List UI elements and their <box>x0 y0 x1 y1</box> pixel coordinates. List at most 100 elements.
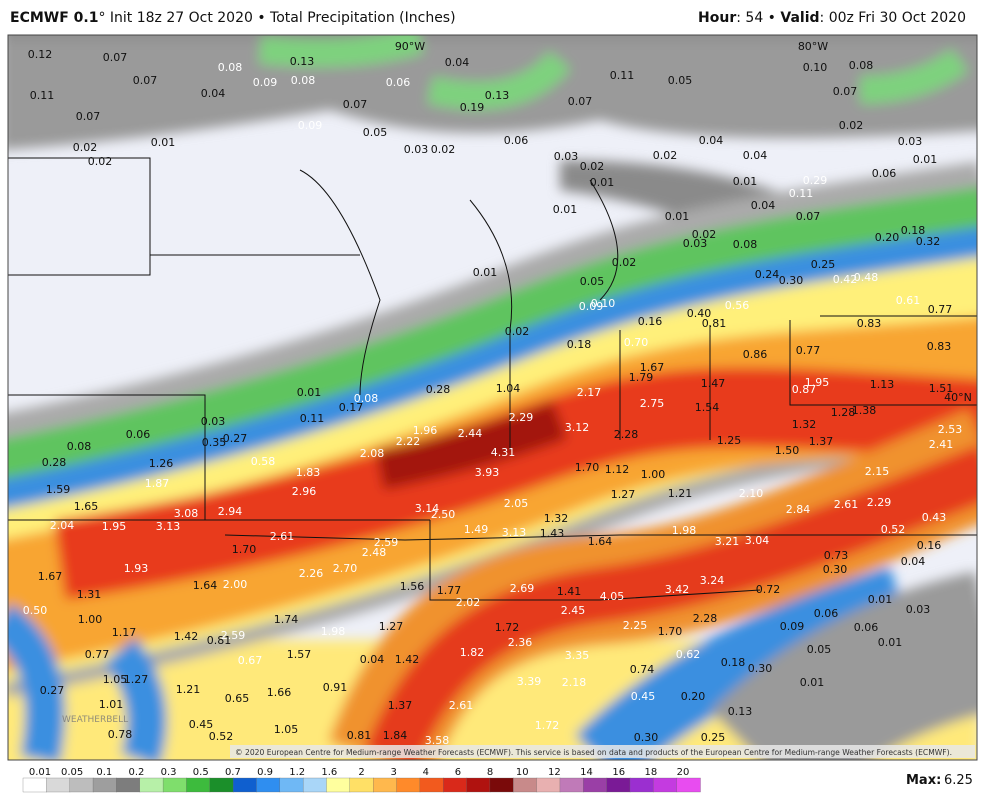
precip-label: 0.30 <box>823 563 848 576</box>
precip-label: 1.98 <box>321 625 346 638</box>
precip-label: 0.04 <box>901 555 926 568</box>
legend-swatch <box>92 777 118 793</box>
precip-label: 3.35 <box>565 649 590 662</box>
legend-tick-label: 20 <box>677 767 690 778</box>
map: 0.12 0.07 0.08 0.07 0.09 0.08 0.11 0.04 0.07 0.07… <box>8 35 977 760</box>
legend-swatch <box>256 777 281 793</box>
precip-label: 0.81 <box>702 317 727 330</box>
precip-label: 0.32 <box>916 235 941 248</box>
precip-label: 1.27 <box>124 673 149 686</box>
legend-tick-label: 0.5 <box>193 767 209 778</box>
precip-label: 1.56 <box>400 580 425 593</box>
precip-label: 2.61 <box>834 498 859 511</box>
precip-label: 1.50 <box>775 444 800 457</box>
max-label: Max: <box>906 773 941 788</box>
precip-label: 0.11 <box>30 89 55 102</box>
precip-label: 1.25 <box>717 434 742 447</box>
precip-label: 0.01 <box>590 176 615 189</box>
precip-label: 0.02 <box>88 155 113 168</box>
precip-label: 0.06 <box>386 76 411 89</box>
precip-label: 0.02 <box>73 141 98 154</box>
precip-label: 1.47 <box>701 377 726 390</box>
degree: ° <box>98 10 105 26</box>
legend-swatch <box>162 777 188 793</box>
precip-label: 0.08 <box>67 440 92 453</box>
precip-label: 2.10 <box>739 487 764 500</box>
precip-label: 0.16 <box>917 539 942 552</box>
precip-label: 2.18 <box>562 676 587 689</box>
copyright: © 2020 European Centre for Medium-range … <box>235 748 952 757</box>
precip-label: 1.64 <box>193 579 218 592</box>
precip-label: 1.43 <box>540 527 565 540</box>
precip-label: 0.01 <box>878 636 903 649</box>
precip-label: 1.12 <box>605 463 630 476</box>
precip-label: 3.21 <box>715 535 740 548</box>
legend-swatch <box>46 777 71 793</box>
precip-label: 1.64 <box>588 535 613 548</box>
legend-tick-label: 3 <box>390 767 396 778</box>
precip-label: 1.65 <box>74 500 99 513</box>
precip-label: 2.02 <box>456 596 481 609</box>
legend: 0.01 0.05 0.1 0.2 0.3 0.5 0.7 0.9 1.2 1.6 2 3 4 6 8 10 1… <box>22 767 701 793</box>
precip-label: 0.08 <box>218 61 243 74</box>
precip-label: 1.70 <box>575 461 600 474</box>
watermark: WEATHERBELL <box>62 715 128 725</box>
legend-tick-label: 0.9 <box>257 767 273 778</box>
precip-label: 0.09 <box>253 76 278 89</box>
precip-label: 0.03 <box>683 237 708 250</box>
precip-label: 0.03 <box>554 150 579 163</box>
precip-label: 0.01 <box>665 210 690 223</box>
precip-label: 1.32 <box>544 512 569 525</box>
precip-label: 0.16 <box>638 315 663 328</box>
precip-label: 0.02 <box>580 160 605 173</box>
legend-swatch <box>513 777 538 793</box>
precip-label: 1.49 <box>464 523 489 536</box>
precip-label: 3.24 <box>700 574 725 587</box>
legend-swatch <box>349 777 374 793</box>
precip-label: 2.22 <box>396 435 421 448</box>
precip-label: 0.03 <box>201 415 226 428</box>
precip-label: 0.04 <box>201 87 226 100</box>
precip-label: 0.13 <box>290 55 315 68</box>
precip-label: 4.05 <box>600 590 625 603</box>
precip-label: 1.70 <box>232 543 257 556</box>
precip-label: 0.08 <box>733 238 758 251</box>
precip-label: 0.72 <box>756 583 781 596</box>
legend-tick-label: 0.3 <box>161 767 177 778</box>
legend-tick-label: 0.05 <box>61 767 83 778</box>
precip-label: 0.62 <box>676 648 701 661</box>
precip-label: 0.81 <box>207 634 232 647</box>
precip-label: 1.67 <box>38 570 63 583</box>
legend-swatch <box>209 777 234 793</box>
precip-label: 0.30 <box>779 274 804 287</box>
precip-label: 3.39 <box>517 675 542 688</box>
precip-label: 0.03 <box>898 135 923 148</box>
precip-label: 2.28 <box>614 428 639 441</box>
precip-label: 0.28 <box>42 456 67 469</box>
precip-label: 0.02 <box>612 256 637 269</box>
legend-tick-label: 0.2 <box>128 767 144 778</box>
precip-label: 3.08 <box>174 507 199 520</box>
legend-swatch <box>606 777 631 793</box>
valid-value: : 00z Fri 30 Oct 2020 <box>820 10 966 26</box>
precip-label: 0.03 <box>906 603 931 616</box>
precip-label: 1.41 <box>557 585 582 598</box>
precip-label: 0.43 <box>922 511 947 524</box>
precip-label: 1.28 <box>831 406 856 419</box>
legend-tick-label: 0.1 <box>96 767 112 778</box>
precip-label: 0.27 <box>40 684 65 697</box>
precip-label: 1.72 <box>535 719 560 732</box>
precip-label: 0.09 <box>780 620 805 633</box>
precip-label: 0.07 <box>343 98 368 111</box>
precip-label: 0.05 <box>363 126 388 139</box>
legend-tick-label: 10 <box>516 767 529 778</box>
legend-tick-label: 2 <box>358 767 364 778</box>
precip-label: 1.59 <box>46 483 71 496</box>
precip-label: 2.96 <box>292 485 317 498</box>
precip-label: 0.18 <box>567 338 592 351</box>
precip-label: 1.87 <box>145 477 170 490</box>
precip-label: 2.61 <box>270 530 295 543</box>
precip-label: 0.12 <box>28 48 53 61</box>
precip-label: 1.01 <box>99 698 124 711</box>
